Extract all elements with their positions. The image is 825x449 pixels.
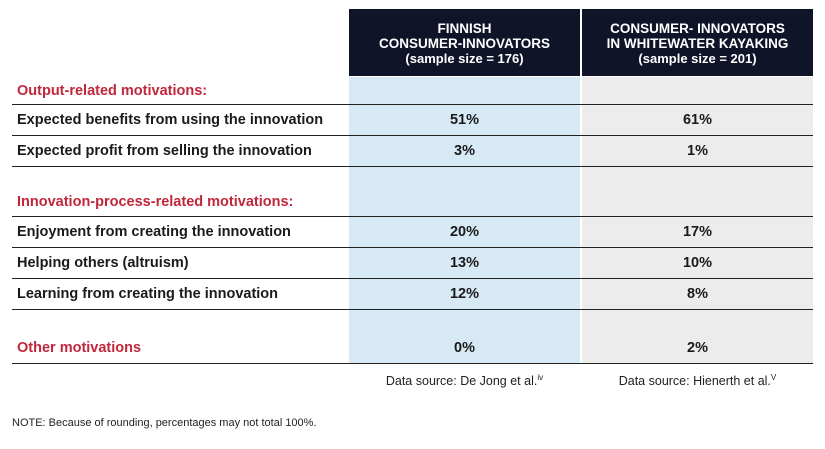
row-value-kayaking: 8% bbox=[687, 286, 708, 302]
row-label: Expected profit from selling the innovat… bbox=[17, 143, 312, 159]
section-title-process: Innovation-process-related motivations: bbox=[17, 194, 294, 210]
row-value-finnish: 51% bbox=[449, 112, 480, 128]
source-footnote-marker: iv bbox=[537, 373, 544, 382]
footnote: NOTE: Because of rounding, percentages m… bbox=[12, 417, 317, 429]
row-value-kayaking: 61% bbox=[682, 112, 713, 128]
section-divider bbox=[12, 104, 813, 105]
table-row: Learning from creating the innovation 12… bbox=[12, 279, 813, 310]
column-header-line: IN WHITEWATER KAYAKING bbox=[606, 35, 789, 51]
row-value-kayaking: 1% bbox=[687, 143, 708, 159]
section-divider bbox=[12, 216, 813, 217]
column-header-sample-size: (sample size = 176) bbox=[405, 50, 524, 66]
row-label: Expected benefits from using the innovat… bbox=[17, 112, 324, 128]
column-header-finnish: FINNISH CONSUMER-INNOVATORS (sample size… bbox=[349, 9, 580, 76]
row-value-finnish: 12% bbox=[449, 286, 480, 302]
column-kayaking-background bbox=[582, 77, 813, 364]
row-value-finnish: 13% bbox=[449, 255, 480, 271]
row-value-kayaking: 17% bbox=[682, 224, 713, 240]
column-header-line: CONSUMER-INNOVATORS bbox=[378, 35, 550, 51]
table-row: Helping others (altruism) 13% 10% bbox=[12, 248, 813, 279]
row-label: Learning from creating the innovation bbox=[17, 286, 279, 302]
row-label: Helping others (altruism) bbox=[17, 255, 189, 271]
column-header-line: FINNISH bbox=[437, 20, 492, 36]
data-source-finnish: Data source: De Jong et al.iv bbox=[349, 373, 580, 388]
row-value-finnish: 20% bbox=[449, 224, 480, 240]
section-title-output: Output-related motivations: bbox=[17, 83, 208, 99]
column-finnish-background bbox=[349, 77, 580, 364]
table-row-other: Other motivations 0% 2% bbox=[12, 333, 813, 364]
source-footnote-marker: V bbox=[770, 373, 777, 382]
row-value-finnish: 3% bbox=[454, 143, 475, 159]
table-row: Enjoyment from creating the innovation 2… bbox=[12, 217, 813, 248]
section-title-other: Other motivations bbox=[17, 340, 142, 356]
source-text: Data source: De Jong et al. bbox=[385, 374, 538, 389]
row-label: Enjoyment from creating the innovation bbox=[17, 224, 291, 240]
source-text: Data source: Hienerth et al. bbox=[618, 374, 771, 389]
row-value-kayaking: 10% bbox=[682, 255, 713, 271]
table-row: Expected profit from selling the innovat… bbox=[12, 136, 813, 167]
data-source-kayaking: Data source: Hienerth et al.V bbox=[582, 373, 813, 388]
column-header-kayaking: CONSUMER- INNOVATORS IN WHITEWATER KAYAK… bbox=[582, 9, 813, 76]
table-row: Expected benefits from using the innovat… bbox=[12, 105, 813, 136]
column-header-sample-size: (sample size = 201) bbox=[638, 50, 757, 66]
row-value-kayaking: 2% bbox=[687, 340, 708, 356]
row-value-finnish: 0% bbox=[454, 340, 475, 356]
column-header-line: CONSUMER- INNOVATORS bbox=[610, 20, 785, 36]
